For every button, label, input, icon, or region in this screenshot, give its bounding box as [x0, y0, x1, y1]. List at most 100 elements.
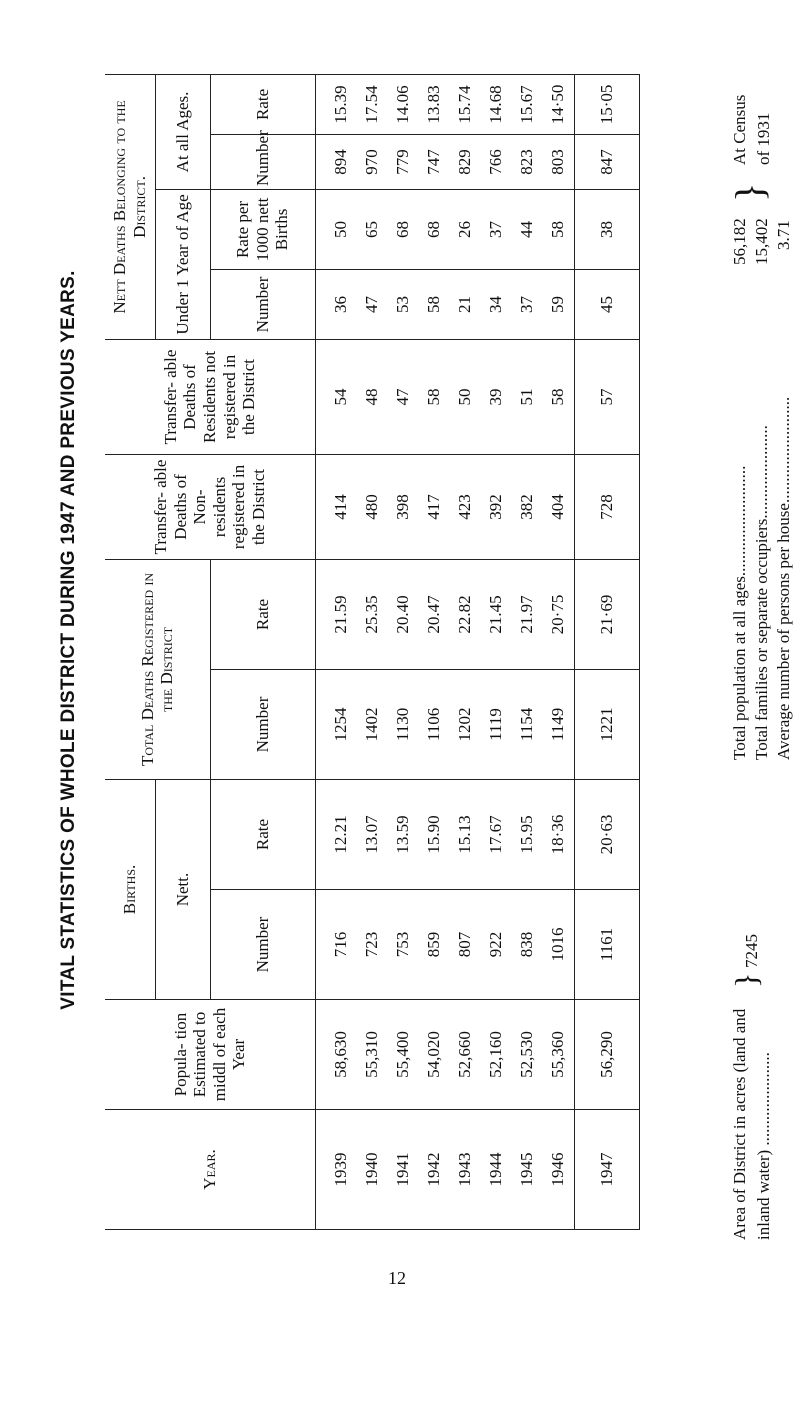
header: Transfer- able Deaths of Residents not r… [105, 339, 315, 455]
cell: 14.06 [387, 74, 419, 135]
cell: 1254 [315, 669, 357, 780]
cell: 1944 [480, 1109, 512, 1230]
footer-value: 3.71 [774, 220, 793, 250]
table-row: 1940 55,310 723 13.07 1402 25.35 480 48 47 65 970 1… [356, 74, 388, 1230]
cell: 414 [315, 454, 357, 560]
table-row: 1944 52,160 922 17.67 1119 21.45 392 39 34 37 766 1… [480, 74, 512, 1230]
cell: 747 [418, 134, 450, 190]
cell: 1016 [542, 889, 574, 1000]
cell: 17.67 [480, 779, 512, 890]
footer: Area of District in acres (land and inla… [727, 50, 800, 1250]
header: Transfer- able Deaths of Non- residents … [105, 454, 315, 560]
cell: 54 [315, 339, 357, 455]
table-row: 1943 52,660 807 15.13 1202 22.82 423 50 21 26 829 1… [449, 74, 481, 1230]
cell: 37 [511, 269, 543, 340]
cell: 38 [574, 189, 639, 270]
cell: 398 [387, 454, 419, 560]
header: Number [210, 269, 315, 340]
cell: 14.68 [480, 74, 512, 135]
cell: 50 [449, 339, 481, 455]
cell: 34 [480, 269, 512, 340]
cell: 53 [387, 269, 419, 340]
cell: 728 [574, 454, 639, 560]
header: At all Ages. [155, 74, 210, 190]
cell: 382 [511, 454, 543, 560]
brace: } [727, 182, 772, 202]
cell: 807 [449, 889, 481, 1000]
header: Rate per 1000 nett Births [210, 189, 315, 270]
cell: 423 [449, 454, 481, 560]
cell: 766 [480, 134, 512, 190]
cell: 58,630 [315, 999, 357, 1110]
cell: 52,530 [511, 999, 543, 1110]
header: Nett. [155, 779, 210, 1000]
cell: 14·50 [542, 74, 574, 135]
cell: 21.97 [511, 559, 543, 670]
cell: 58 [542, 339, 574, 455]
title: VITAL STATISTICS OF WHOLE DISTRICT DURIN… [58, 270, 79, 1010]
cell: 970 [356, 134, 388, 190]
cell: 54,020 [418, 999, 450, 1110]
cell: 21 [449, 269, 481, 340]
cell: 26 [449, 189, 481, 270]
footer-value: 7245 [742, 934, 761, 968]
table-row: 1946 55,360 1016 18·36 1149 20·75 404 58 59 58 803… [542, 74, 574, 1230]
cell: 838 [511, 889, 543, 1000]
header: Number [210, 130, 315, 190]
table-body: 1939 58,630 716 12.21 1254 21.59 414 54 36 50 894 1… [315, 74, 639, 1230]
cell: 1161 [574, 889, 639, 1000]
cell: 52,660 [449, 999, 481, 1110]
cell: 47 [387, 339, 419, 455]
cell: 1941 [387, 1109, 419, 1230]
cell: 829 [449, 134, 481, 190]
header: Number [210, 669, 315, 780]
cell: 55,400 [387, 999, 419, 1110]
cell: 1939 [315, 1109, 357, 1230]
cell: 13.83 [418, 74, 450, 135]
cell: 39 [480, 339, 512, 455]
cell: 1945 [511, 1109, 543, 1230]
table-row: 1941 55,400 753 13.59 1130 20.40 398 47 53 68 779 1… [387, 74, 419, 1230]
cell: 15.74 [449, 74, 481, 135]
cell: 47 [356, 269, 388, 340]
header: Births. [105, 779, 155, 1000]
cell: 847 [574, 134, 639, 190]
header: Year. [105, 1109, 315, 1230]
cell: 894 [315, 134, 357, 190]
cell: 21.59 [315, 559, 357, 670]
cell: 1943 [449, 1109, 481, 1230]
cell: 57 [574, 339, 639, 455]
cell: 1221 [574, 669, 639, 780]
cell: 55,360 [542, 999, 574, 1110]
footer-value: 56,182 [730, 218, 749, 265]
cell: 44 [511, 189, 543, 270]
cell: 20.40 [387, 559, 419, 670]
cell: 15.95 [511, 779, 543, 890]
footer-text: Total families or separate occupiers....… [752, 425, 771, 760]
cell: 51 [511, 339, 543, 455]
cell: 37 [480, 189, 512, 270]
cell: 922 [480, 889, 512, 1000]
cell: 823 [511, 134, 543, 190]
table-row: 1942 54,020 859 15.90 1106 20.47 417 58 58 68 747 1… [418, 74, 450, 1230]
header: Popula- tion Estimated to middl of each … [105, 999, 315, 1110]
cell: 1940 [356, 1109, 388, 1230]
cell: 1947 [574, 1109, 639, 1230]
cell: 12.21 [315, 779, 357, 890]
cell: 15·05 [574, 74, 639, 135]
cell: 1149 [542, 669, 574, 780]
cell: 18·36 [542, 779, 574, 890]
cell: 45 [574, 269, 639, 340]
cell: 20.47 [418, 559, 450, 670]
header: Rate [210, 559, 315, 670]
cell: 50 [315, 189, 357, 270]
cell: 21.45 [480, 559, 512, 670]
cell: 15.90 [418, 779, 450, 890]
cell: 15.13 [449, 779, 481, 890]
cell: 68 [418, 189, 450, 270]
table-row: 1947 56,290 1161 20·63 1221 21·69 728 57 45 38 847… [574, 74, 639, 1230]
cell: 1402 [356, 669, 388, 780]
cell: 1119 [480, 669, 512, 780]
cell: 392 [480, 454, 512, 560]
